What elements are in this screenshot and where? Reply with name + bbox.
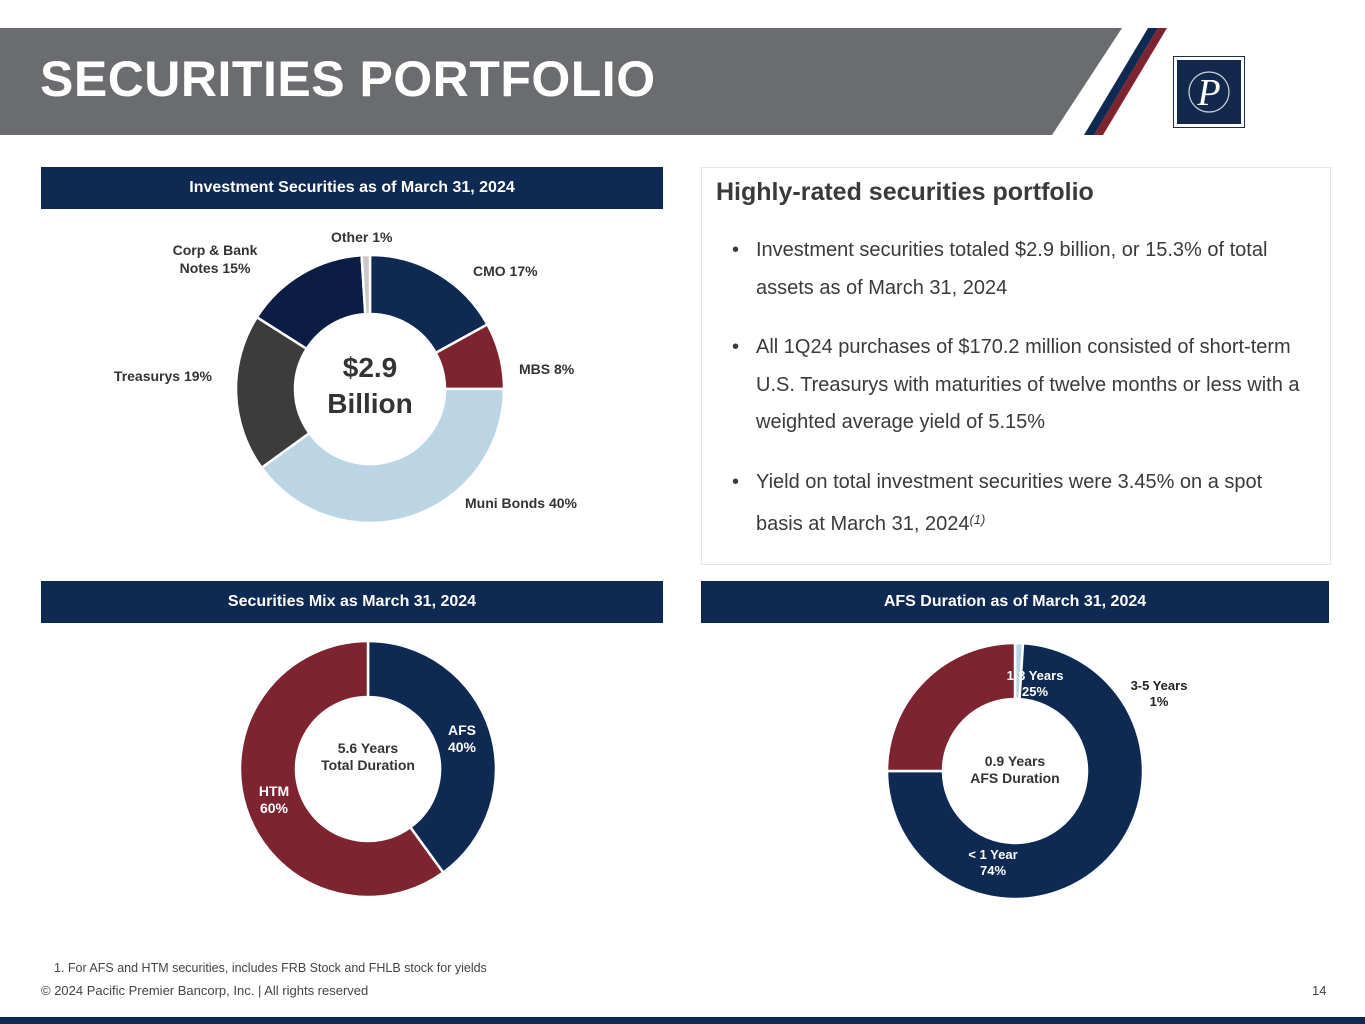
slice-label-corp-bank-line1: Corp & Bank — [173, 242, 258, 258]
slice-label-3-5-years-name: 3-5 Years — [1131, 678, 1188, 693]
slice-label-1-3-years-value: 25% — [1022, 684, 1048, 699]
footnote: 1. For AFS and HTM securities, includes … — [54, 961, 487, 975]
slice-label-under-1-year-value: 74% — [980, 863, 1006, 878]
list-item: Investment securities totaled $2.9 billi… — [732, 232, 1312, 307]
slice-label-muni-bonds: Muni Bonds 40% — [465, 495, 578, 511]
bottom-bar — [0, 1017, 1365, 1024]
securities-mix-donut-chart: 5.6 Years Total Duration AFS 40% HTM 60% — [238, 639, 498, 899]
logo-monogram-icon: P — [1188, 71, 1230, 114]
logo-mark: P — [1177, 60, 1241, 124]
slice-label-htm-name: HTM — [259, 783, 289, 799]
logo-letter: P — [1196, 72, 1220, 114]
slice-label-afs-name: AFS — [448, 722, 476, 738]
afs-duration-donut-chart: 0.9 Years AFS Duration 3-5 Years 1% < 1 … — [885, 641, 1188, 901]
list-item: Yield on total investment securities wer… — [732, 464, 1312, 544]
highlights-heading: Highly-rated securities portfolio — [716, 178, 1094, 206]
mix-slice-htm — [238, 639, 445, 899]
header-banner — [0, 28, 1365, 135]
header-white-stripe — [1074, 28, 1148, 135]
bullet-text-1: Investment securities totaled $2.9 billi… — [756, 239, 1268, 299]
highlights-list: Investment securities totaled $2.9 billi… — [732, 232, 1312, 566]
duration-slice-1-3-years — [885, 641, 1017, 773]
slice-label-corp-bank-line2: Notes 15% — [180, 260, 251, 276]
footnote-ref: (1) — [969, 512, 986, 527]
center-label-line1: 5.6 Years — [338, 740, 399, 756]
page-title: SECURITIES PORTFOLIO — [40, 51, 656, 107]
header-maroon-stripe — [1094, 28, 1167, 135]
center-label-line2: Billion — [327, 388, 413, 419]
duration-slice-1-year — [885, 641, 1145, 901]
header-navy-stripe — [1084, 28, 1158, 135]
slice-label-cmo: CMO 17% — [473, 263, 538, 279]
center-label-line1: 0.9 Years — [985, 753, 1046, 769]
header-gray-band — [0, 28, 1122, 135]
copyright: © 2024 Pacific Premier Bancorp, Inc. | A… — [41, 983, 369, 998]
center-label-line2: Total Duration — [321, 757, 415, 773]
slice-label-mbs: MBS 8% — [519, 361, 575, 377]
investment-slice-muni-bonds — [259, 387, 506, 525]
bullet-text-2: All 1Q24 purchases of $170.2 million con… — [756, 336, 1300, 433]
mix-slice-afs — [366, 639, 498, 875]
slice-label-1-3-years-name: 1-3 Years — [1007, 668, 1064, 683]
list-item: All 1Q24 purchases of $170.2 million con… — [732, 329, 1312, 442]
slice-label-htm-value: 60% — [260, 800, 289, 816]
slice-label-3-5-years-value: 1% — [1150, 694, 1169, 709]
center-label-line2: AFS Duration — [970, 770, 1059, 786]
slice-label-under-1-year-name: < 1 Year — [968, 847, 1017, 862]
slice-label-other: Other 1% — [331, 229, 393, 245]
highlights-box: Highly-rated securities portfolio Invest… — [701, 167, 1331, 565]
investment-slice-other — [360, 253, 372, 316]
page-number: 14 — [1312, 983, 1327, 998]
securities-mix-header: Securities Mix as March 31, 2024 — [41, 581, 663, 623]
company-logo: P — [1173, 56, 1245, 128]
header-graphic — [0, 28, 1167, 135]
afs-duration-header: AFS Duration as of March 31, 2024 — [701, 581, 1329, 623]
bullet-text-3: Yield on total investment securities wer… — [756, 470, 1263, 536]
top-strip — [0, 0, 1365, 28]
center-label-line1: $2.9 — [343, 352, 398, 383]
slice-label-afs-value: 40% — [448, 739, 477, 755]
slice-label-treasurys: Treasurys 19% — [114, 368, 213, 384]
investment-securities-donut-chart: $2.9 Billion CMO 17% MBS 8% Muni Bonds 4… — [114, 229, 578, 525]
investment-securities-header: Investment Securities as of March 31, 20… — [41, 167, 663, 209]
